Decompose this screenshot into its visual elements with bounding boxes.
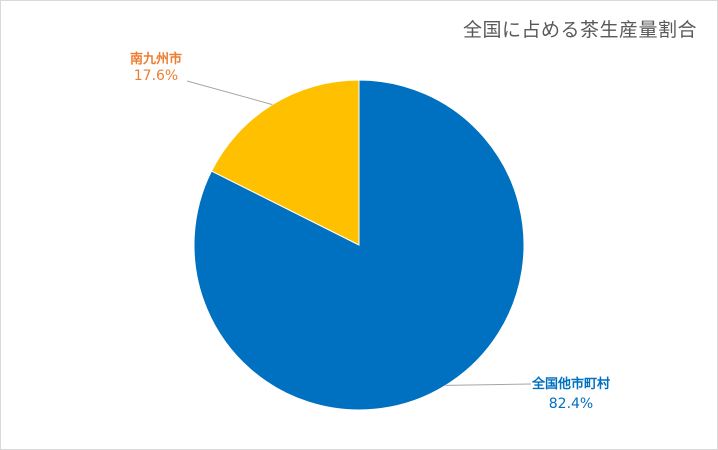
leader-line-0 — [445, 383, 532, 386]
slice-label-minamikyushu: 南九州市 — [130, 51, 182, 67]
leader-line-1 — [186, 80, 273, 106]
slice-value-other: 82.4% — [549, 396, 593, 412]
slice-value-minamikyushu: 17.6% — [134, 68, 178, 84]
slice-label-other: 全国他市町村 — [531, 376, 610, 392]
chart-title: 全国に占める茶生産量割合 — [462, 19, 697, 41]
